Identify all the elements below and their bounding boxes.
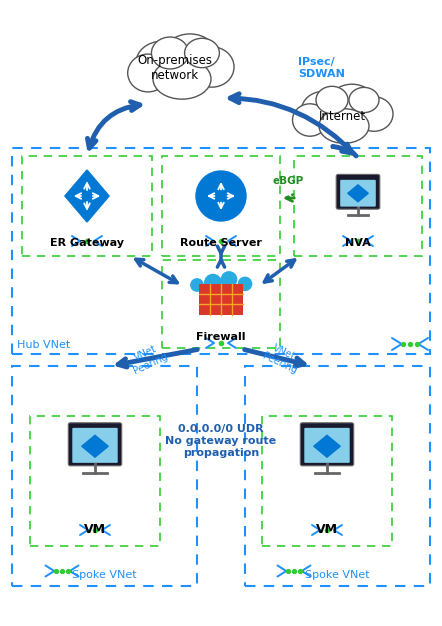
Ellipse shape — [301, 91, 347, 129]
Ellipse shape — [162, 34, 218, 80]
Polygon shape — [82, 435, 108, 457]
Circle shape — [238, 277, 251, 290]
FancyBboxPatch shape — [336, 175, 380, 209]
Polygon shape — [348, 185, 368, 202]
Text: eBGP: eBGP — [272, 176, 304, 186]
Bar — [22, 156, 152, 256]
Ellipse shape — [153, 59, 211, 99]
Bar — [12, 366, 197, 586]
FancyBboxPatch shape — [72, 428, 118, 463]
Text: Spoke VNet: Spoke VNet — [305, 570, 370, 580]
Bar — [12, 148, 430, 354]
Circle shape — [221, 272, 237, 287]
Text: IPsec/
SDWAN: IPsec/ SDWAN — [298, 57, 345, 79]
Ellipse shape — [293, 104, 328, 136]
FancyBboxPatch shape — [304, 428, 350, 463]
Bar — [30, 416, 160, 546]
Ellipse shape — [136, 41, 188, 85]
Text: Route Server: Route Server — [180, 238, 262, 248]
FancyArrowPatch shape — [88, 101, 140, 148]
Ellipse shape — [316, 86, 348, 114]
Bar — [294, 156, 422, 256]
Text: 0.0.0.0/0 UDR
No gateway route
propagation: 0.0.0.0/0 UDR No gateway route propagati… — [165, 424, 277, 458]
Text: VM: VM — [84, 523, 106, 536]
FancyArrowPatch shape — [230, 94, 356, 156]
Bar — [199, 284, 243, 315]
Circle shape — [191, 279, 203, 291]
Text: Firewall: Firewall — [196, 332, 246, 342]
FancyBboxPatch shape — [340, 180, 376, 207]
Ellipse shape — [152, 37, 189, 69]
Text: NVA: NVA — [345, 238, 371, 248]
Ellipse shape — [128, 54, 168, 92]
Text: VM: VM — [316, 523, 338, 536]
Text: VNet
Peering: VNet Peering — [261, 341, 303, 376]
Circle shape — [196, 171, 246, 221]
FancyBboxPatch shape — [69, 423, 122, 466]
Bar — [162, 260, 280, 348]
Bar — [162, 156, 280, 256]
FancyArrowPatch shape — [333, 144, 351, 153]
Circle shape — [205, 274, 221, 291]
Text: Internet: Internet — [318, 110, 366, 123]
Ellipse shape — [185, 38, 219, 68]
Text: On-premises
network: On-premises network — [137, 54, 213, 82]
Text: VNet
Peering: VNet Peering — [127, 341, 169, 376]
Text: Spoke VNet: Spoke VNet — [72, 570, 137, 580]
Ellipse shape — [190, 47, 234, 87]
Bar — [262, 416, 392, 546]
Polygon shape — [65, 170, 109, 222]
Text: ER Gateway: ER Gateway — [50, 238, 124, 248]
Text: Hub VNet: Hub VNet — [17, 340, 70, 350]
Ellipse shape — [355, 97, 393, 131]
FancyBboxPatch shape — [300, 423, 354, 466]
Ellipse shape — [319, 109, 369, 143]
Polygon shape — [314, 435, 340, 457]
Bar — [245, 366, 430, 586]
Ellipse shape — [349, 88, 379, 113]
Ellipse shape — [328, 85, 376, 124]
